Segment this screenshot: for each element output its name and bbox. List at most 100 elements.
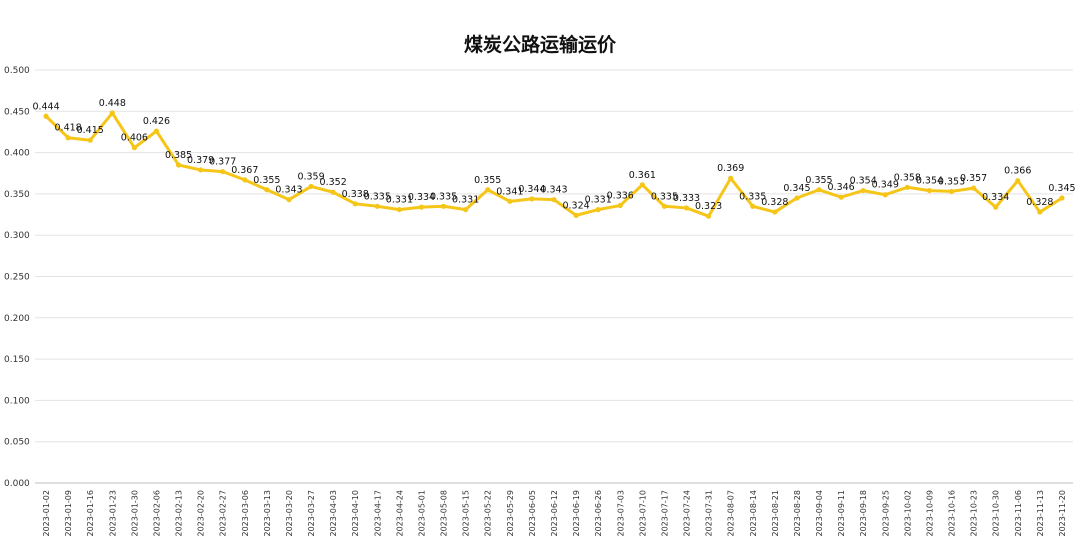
data-point — [904, 184, 910, 190]
x-tick-label: 2023-04-03 — [329, 490, 338, 537]
data-label: 0.385 — [165, 150, 192, 161]
x-tick-label: 2023-04-24 — [395, 490, 404, 537]
x-tick-label: 2023-05-29 — [506, 490, 515, 537]
x-tick-label: 2023-10-09 — [925, 490, 934, 537]
x-tick-label: 2023-02-13 — [175, 490, 184, 537]
data-point — [1037, 209, 1043, 215]
x-tick-label: 2023-10-02 — [903, 490, 912, 537]
y-tick-label: 0.300 — [4, 231, 30, 241]
data-point — [507, 198, 513, 204]
data-label: 0.444 — [32, 101, 59, 112]
x-tick-label: 2023-01-30 — [130, 490, 139, 537]
data-label: 0.331 — [585, 195, 612, 206]
data-label: 0.354 — [916, 176, 943, 187]
data-label: 0.379 — [187, 155, 214, 166]
data-label: 0.353 — [938, 176, 965, 187]
x-tick-label: 2023-09-11 — [837, 490, 846, 537]
chart-title: 煤炭公路运输运价 — [463, 34, 616, 56]
data-label: 0.448 — [99, 98, 126, 109]
data-label: 0.343 — [540, 185, 567, 196]
x-tick-label: 2023-01-16 — [86, 490, 95, 537]
x-tick-label: 2023-07-10 — [638, 490, 647, 537]
data-label: 0.426 — [143, 116, 170, 127]
data-point — [882, 192, 888, 198]
data-point — [705, 213, 712, 219]
x-tick-label: 2023-05-08 — [440, 490, 449, 537]
data-point — [993, 204, 999, 210]
data-label: 0.335 — [364, 191, 391, 202]
data-point — [683, 205, 690, 211]
data-point — [153, 128, 160, 134]
x-tick-label: 2023-06-12 — [550, 490, 559, 537]
x-tick-label: 2023-02-20 — [197, 490, 206, 537]
data-label: 0.345 — [783, 183, 810, 194]
data-label: 0.328 — [761, 197, 788, 208]
data-point — [374, 203, 380, 209]
x-tick-label: 2023-07-31 — [705, 490, 714, 537]
x-tick-label: 2023-03-27 — [307, 490, 316, 537]
x-tick-label: 2023-11-20 — [1058, 490, 1067, 537]
x-tick-label: 2023-02-27 — [219, 490, 228, 537]
data-label: 0.323 — [695, 201, 722, 212]
data-point — [242, 177, 248, 183]
x-tick-label: 2023-05-01 — [417, 490, 426, 537]
y-tick-label: 0.200 — [4, 314, 30, 324]
data-label: 0.345 — [1048, 183, 1075, 194]
x-tick-label: 2023-01-02 — [42, 490, 51, 537]
data-point — [396, 206, 403, 213]
data-point — [573, 212, 579, 218]
data-label: 0.355 — [253, 175, 280, 186]
data-point — [750, 203, 756, 209]
y-tick-label: 0.350 — [4, 190, 30, 200]
y-tick-label: 0.400 — [4, 149, 30, 159]
data-point — [463, 206, 469, 213]
x-tick-label: 2023-03-06 — [241, 490, 250, 537]
x-tick-label: 2023-07-17 — [660, 490, 669, 537]
data-point — [1059, 195, 1065, 201]
x-tick-label: 2023-08-07 — [727, 490, 736, 537]
data-point — [948, 188, 955, 195]
x-tick-label: 2023-07-03 — [616, 490, 625, 537]
data-label: 0.333 — [673, 193, 700, 204]
data-label: 0.361 — [629, 170, 656, 181]
y-tick-label: 0.250 — [4, 273, 30, 283]
x-tick-label: 2023-10-16 — [948, 490, 957, 537]
y-tick-label: 0.050 — [4, 438, 30, 448]
data-label: 0.331 — [452, 195, 479, 206]
x-tick-label: 2023-02-06 — [152, 490, 161, 537]
x-tick-label: 2023-10-23 — [970, 490, 979, 537]
data-label: 0.335 — [430, 191, 457, 202]
data-label: 0.335 — [739, 191, 766, 202]
y-tick-label: 0.100 — [4, 396, 30, 406]
data-label: 0.406 — [121, 133, 148, 144]
data-point — [1015, 178, 1021, 184]
data-label: 0.366 — [1004, 166, 1031, 177]
data-point — [639, 182, 645, 188]
data-point — [43, 113, 49, 119]
x-tick-label: 2023-08-28 — [793, 490, 802, 537]
x-tick-label: 2023-08-21 — [771, 490, 780, 537]
x-tick-label: 2023-06-05 — [528, 490, 537, 537]
x-tick-label: 2023-03-13 — [263, 490, 272, 537]
data-label: 0.324 — [562, 200, 589, 211]
data-label: 0.415 — [77, 125, 104, 136]
x-tick-label: 2023-08-14 — [749, 490, 758, 537]
x-tick-label: 2023-09-04 — [815, 490, 824, 537]
data-label: 0.355 — [474, 175, 501, 186]
y-tick-label: 0.150 — [4, 355, 30, 365]
x-tick-label: 2023-10-30 — [992, 490, 1001, 537]
data-point — [772, 209, 778, 215]
x-tick-label: 2023-04-17 — [373, 490, 382, 537]
data-label: 0.367 — [231, 165, 258, 176]
data-point — [816, 187, 822, 193]
data-label: 0.354 — [850, 176, 877, 187]
data-point — [220, 168, 226, 175]
data-point — [264, 187, 270, 193]
data-point — [551, 197, 557, 203]
data-point — [661, 203, 668, 209]
data-point — [175, 162, 182, 168]
data-label: 0.418 — [55, 123, 82, 134]
x-tick-label: 2023-05-22 — [484, 490, 493, 537]
x-tick-label: 2023-06-26 — [594, 490, 603, 537]
